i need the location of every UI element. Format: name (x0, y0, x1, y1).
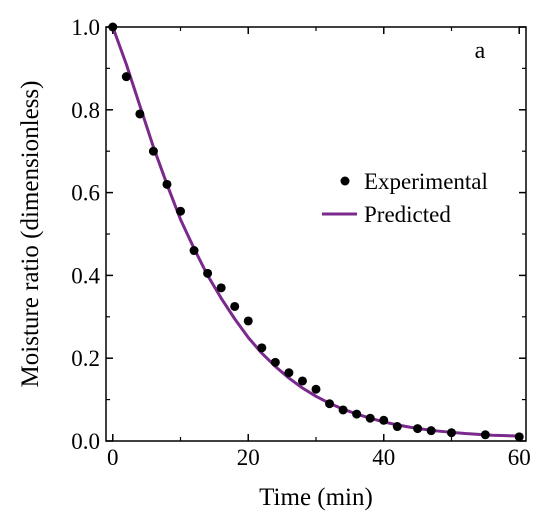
experimental-point (514, 432, 524, 442)
y-tick-label: 0.4 (71, 263, 100, 288)
experimental-point (284, 368, 294, 378)
predicted-line (111, 26, 520, 438)
predicted-series (111, 26, 520, 438)
y-tick-label: 1.0 (71, 15, 100, 40)
experimental-point (446, 428, 456, 438)
x-tick-label: 40 (372, 445, 395, 470)
experimental-point (108, 22, 118, 32)
experimental-point (162, 179, 172, 189)
experimental-series (108, 22, 524, 442)
experimental-point (270, 357, 280, 367)
experimental-point (480, 430, 490, 440)
experimental-point (365, 413, 375, 423)
experimental-point (121, 72, 131, 82)
experimental-point (426, 426, 436, 436)
legend-marker-experimental (340, 176, 350, 186)
x-axis-title: Time (min) (259, 484, 373, 511)
experimental-point (392, 422, 402, 432)
legend: Experimental Predicted (322, 169, 488, 227)
y-tick-label: 0.2 (71, 346, 100, 371)
y-tick-label: 0.0 (71, 429, 100, 454)
axis-ticks (106, 26, 526, 442)
x-tick-label: 60 (508, 445, 531, 470)
experimental-point (189, 246, 199, 256)
experimental-point (325, 399, 335, 409)
experimental-point (148, 146, 158, 156)
y-tick-label: 0.8 (71, 98, 100, 123)
experimental-point (230, 301, 240, 311)
experimental-point (379, 415, 389, 425)
experimental-point (311, 384, 321, 394)
experimental-point (216, 283, 226, 293)
axis-tick-labels: 0 20 40 60 0.0 0.2 0.4 0.6 0.8 1.0 (71, 15, 530, 470)
plot-frame (105, 26, 527, 442)
experimental-point (338, 405, 348, 415)
experimental-point (243, 316, 253, 326)
experimental-point (135, 109, 145, 119)
experimental-point (297, 376, 307, 386)
y-axis-title: Moisture ratio (dimensionless) (17, 81, 44, 388)
experimental-point (176, 206, 186, 216)
legend-label-predicted: Predicted (364, 202, 451, 227)
legend-label-experimental: Experimental (364, 169, 488, 194)
experimental-point (352, 409, 362, 419)
y-tick-label: 0.6 (71, 181, 100, 206)
experimental-point (203, 268, 213, 278)
x-tick-label: 20 (237, 445, 260, 470)
panel-label: a (475, 38, 486, 64)
x-tick-label: 0 (107, 445, 119, 470)
experimental-point (413, 424, 423, 434)
experimental-point (257, 343, 267, 353)
